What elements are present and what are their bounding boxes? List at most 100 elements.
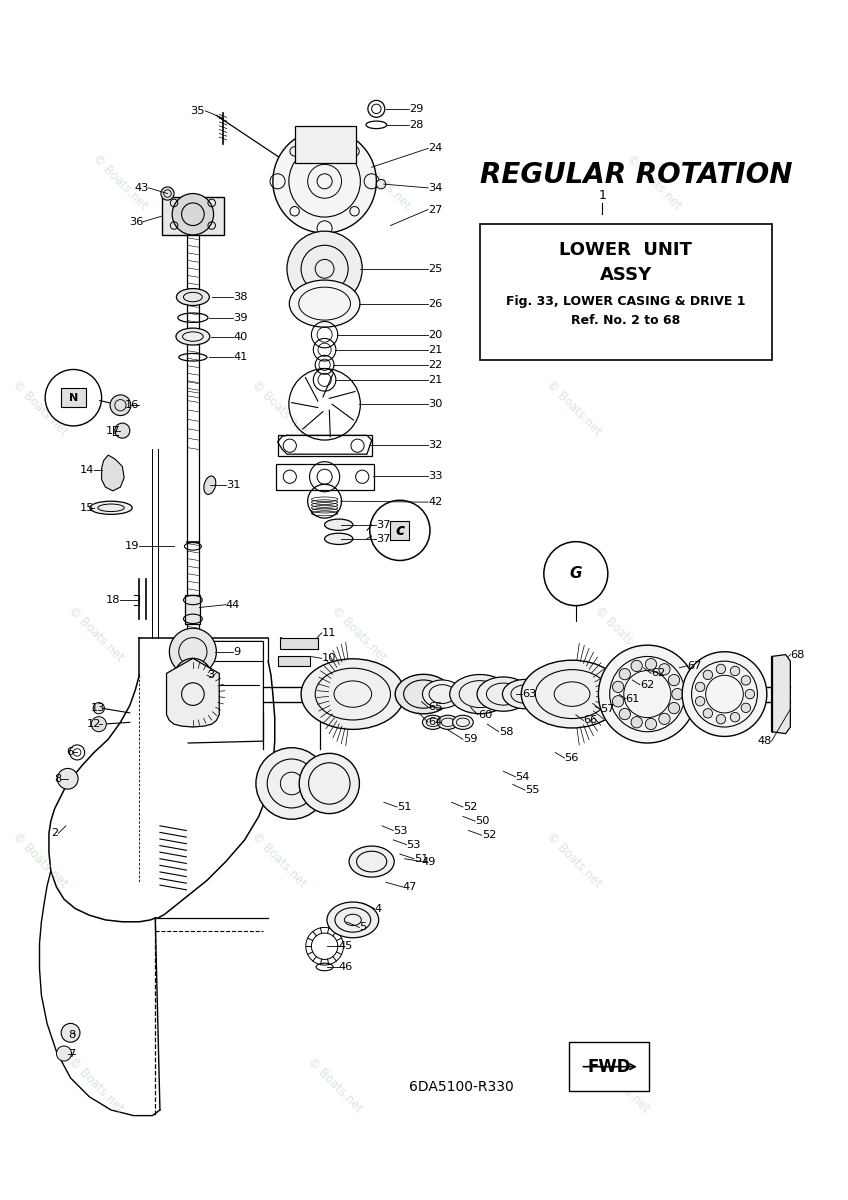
Circle shape	[92, 716, 106, 732]
Text: 13: 13	[91, 703, 105, 713]
Text: 61: 61	[626, 694, 640, 703]
Text: 12: 12	[87, 719, 102, 730]
Text: 42: 42	[428, 497, 443, 508]
Circle shape	[631, 660, 642, 672]
Text: © Boats.net: © Boats.net	[592, 604, 652, 664]
Circle shape	[717, 714, 726, 724]
Ellipse shape	[453, 715, 473, 730]
Text: 55: 55	[525, 785, 539, 796]
Text: 40: 40	[233, 331, 248, 342]
Text: 21: 21	[428, 344, 443, 355]
Circle shape	[730, 666, 739, 676]
Ellipse shape	[522, 660, 623, 728]
Text: 54: 54	[516, 772, 530, 782]
Text: 4: 4	[375, 904, 382, 913]
Text: LOWER  UNIT: LOWER UNIT	[560, 241, 692, 259]
Text: FWD: FWD	[587, 1057, 631, 1075]
Circle shape	[58, 768, 78, 790]
Text: 43: 43	[134, 182, 148, 193]
Text: 15: 15	[80, 503, 94, 512]
Text: 31: 31	[226, 480, 240, 491]
Text: 57: 57	[600, 704, 615, 714]
Text: ASSY: ASSY	[600, 266, 652, 284]
Text: 16: 16	[125, 401, 139, 410]
Ellipse shape	[325, 533, 353, 545]
Text: Ref. No. 2 to 68: Ref. No. 2 to 68	[571, 314, 680, 328]
Text: 37: 37	[377, 520, 391, 529]
Text: 49: 49	[421, 857, 436, 866]
Bar	[186, 595, 200, 624]
Circle shape	[256, 748, 327, 820]
Text: N: N	[69, 392, 78, 403]
Ellipse shape	[327, 902, 379, 937]
Text: 45: 45	[338, 941, 353, 952]
Text: 66: 66	[583, 715, 598, 726]
Text: © Boats.net: © Boats.net	[90, 152, 150, 212]
Text: 19: 19	[125, 541, 139, 551]
Text: 62: 62	[639, 679, 654, 690]
Circle shape	[695, 683, 705, 691]
Text: 64: 64	[428, 718, 443, 727]
Text: 58: 58	[499, 727, 513, 737]
Text: 24: 24	[428, 143, 443, 154]
Circle shape	[599, 646, 696, 743]
Circle shape	[741, 676, 750, 685]
Text: 3: 3	[207, 671, 215, 680]
Text: 68: 68	[790, 649, 805, 660]
Text: 36: 36	[129, 217, 143, 227]
Ellipse shape	[176, 328, 209, 346]
Ellipse shape	[325, 520, 353, 530]
Text: 41: 41	[233, 353, 248, 362]
Text: 34: 34	[428, 182, 443, 193]
Text: 10: 10	[321, 653, 337, 664]
Circle shape	[61, 1024, 80, 1043]
Circle shape	[631, 716, 642, 728]
Text: 5: 5	[360, 923, 366, 932]
Text: 53: 53	[406, 840, 421, 850]
Text: 18: 18	[106, 595, 120, 605]
Bar	[162, 197, 224, 235]
Text: 47: 47	[403, 882, 417, 892]
Text: 46: 46	[338, 962, 353, 972]
Text: © Boats.net: © Boats.net	[10, 829, 70, 889]
Text: 14: 14	[80, 466, 94, 475]
Text: © Boats.net: © Boats.net	[65, 604, 126, 664]
Circle shape	[741, 703, 750, 713]
Ellipse shape	[422, 715, 444, 730]
Text: 67: 67	[687, 661, 701, 671]
Text: 6DA5100-R330: 6DA5100-R330	[409, 1080, 513, 1094]
Text: 53: 53	[393, 826, 408, 835]
Circle shape	[659, 664, 670, 674]
Circle shape	[273, 130, 377, 233]
Ellipse shape	[438, 715, 458, 730]
Text: 21: 21	[428, 374, 443, 385]
Text: 33: 33	[428, 470, 443, 481]
Text: 28: 28	[410, 120, 424, 130]
Text: © Boats.net: © Boats.net	[592, 1056, 652, 1116]
Text: Fig. 33, LOWER CASING & DRIVE 1: Fig. 33, LOWER CASING & DRIVE 1	[506, 295, 745, 308]
Text: 60: 60	[478, 709, 493, 720]
Ellipse shape	[502, 679, 548, 709]
Polygon shape	[102, 455, 124, 491]
Circle shape	[174, 659, 212, 696]
Ellipse shape	[90, 502, 132, 515]
Text: © Boats.net: © Boats.net	[624, 152, 684, 212]
Circle shape	[668, 702, 679, 714]
Circle shape	[287, 232, 362, 306]
Circle shape	[299, 754, 360, 814]
Text: 44: 44	[226, 600, 240, 610]
Text: 11: 11	[321, 628, 337, 638]
Text: 25: 25	[428, 264, 443, 274]
Circle shape	[172, 193, 214, 235]
Bar	[277, 436, 371, 456]
Ellipse shape	[449, 674, 510, 714]
Circle shape	[645, 659, 656, 670]
Text: © Boats.net: © Boats.net	[249, 378, 310, 438]
Circle shape	[668, 674, 679, 685]
Text: 20: 20	[428, 330, 443, 340]
Text: 63: 63	[522, 689, 537, 700]
Polygon shape	[772, 654, 790, 733]
Text: 29: 29	[410, 104, 424, 114]
Text: 1: 1	[598, 188, 606, 202]
Bar	[276, 463, 373, 490]
